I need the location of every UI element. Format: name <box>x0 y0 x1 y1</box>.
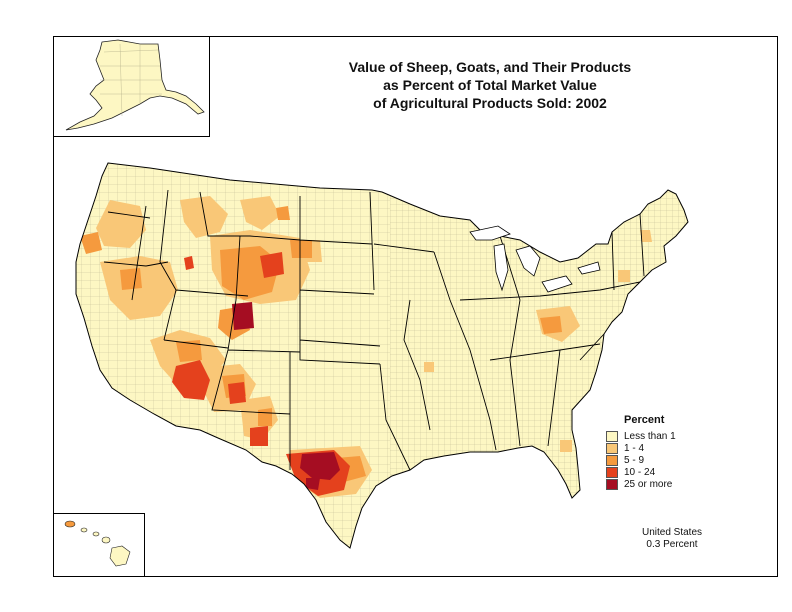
legend-item: 10 - 24 <box>606 466 676 478</box>
title-line-2: as Percent of Total Market Value <box>383 77 597 93</box>
summary-country: United States <box>641 527 703 538</box>
map-title: Value of Sheep, Goats, and Their Product… <box>300 58 680 112</box>
state-boundaries <box>103 189 645 471</box>
legend-swatch <box>606 466 618 478</box>
map-frame <box>53 36 778 577</box>
legend-item: 1 - 4 <box>606 442 676 454</box>
summary-percent: 0.3 Percent <box>646 539 698 550</box>
legend-swatch <box>606 442 618 454</box>
range-25-plus-regions <box>232 302 340 490</box>
legend-item: 25 or more <box>606 478 676 490</box>
legend-label: 25 or more <box>624 478 673 490</box>
great-lakes <box>469 225 601 293</box>
title-line-1: Value of Sheep, Goats, and Their Product… <box>348 59 632 75</box>
alaska-shape <box>65 39 205 131</box>
legend-label: 10 - 24 <box>624 466 656 478</box>
alaska-inset <box>53 36 210 137</box>
legend-item: Less than 1 <box>606 430 676 442</box>
title-line-3: of Agricultural Products Sold: 2002 <box>373 95 607 111</box>
legend-title: Percent <box>624 414 665 426</box>
legend: Percent Less than 1 1 - 4 5 - 9 10 - 24 … <box>606 414 676 490</box>
legend-label: Less than 1 <box>624 430 676 442</box>
hawaii-inset <box>53 513 145 577</box>
legend-swatch <box>606 454 618 466</box>
legend-item: 5 - 9 <box>606 454 676 466</box>
legend-swatch <box>606 430 618 442</box>
legend-label: 5 - 9 <box>624 454 645 466</box>
legend-swatch <box>606 478 618 490</box>
legend-label: 1 - 4 <box>624 442 645 454</box>
contiguous-us <box>75 162 689 549</box>
us-summary: United States 0.3 Percent <box>622 527 722 551</box>
hawaii-shape <box>64 520 131 567</box>
